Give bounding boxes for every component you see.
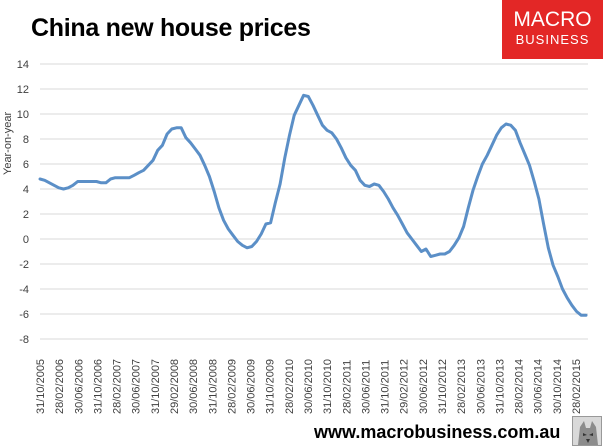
x-tick-label: 30/06/2008 (188, 359, 200, 414)
x-tick-label: 30/06/2009 (246, 359, 258, 414)
x-tick-label: 28/02/2013 (456, 359, 468, 414)
gridlines (40, 63, 588, 340)
x-tick-label: 28/02/2007 (112, 359, 124, 414)
x-tick-label: 29/02/2012 (399, 359, 411, 414)
x-tick-label: 31/10/2005 (35, 359, 47, 414)
x-tick-label: 28/02/2014 (514, 359, 526, 414)
y-tick-label: -2 (19, 259, 29, 271)
x-tick-label: 30/06/2013 (475, 359, 487, 414)
x-tick-label: 30/06/2010 (303, 359, 315, 414)
x-tick-label: 29/02/2008 (169, 359, 181, 414)
x-tick-label: 31/10/2011 (380, 360, 392, 414)
x-tick-label: 28/02/2006 (54, 359, 66, 414)
series-line (38, 93, 588, 317)
x-tick-label: 31/10/2010 (322, 359, 334, 414)
x-tick-label: 31/10/2013 (494, 359, 506, 414)
y-tick-label: 8 (23, 134, 29, 146)
x-tick-label: 30/06/2006 (73, 359, 85, 414)
x-tick-label: 30/06/2011 (360, 360, 372, 414)
y-tick-label: 4 (23, 184, 29, 196)
x-tick-label: 30/10/2014 (552, 359, 564, 414)
x-tick-label: 31/10/2006 (92, 359, 104, 414)
y-tick-label: 6 (23, 159, 29, 171)
x-tick-label: 28/02/2009 (226, 359, 238, 414)
x-tick-label: 31/10/2009 (265, 359, 277, 414)
x-tick-label: 31/10/2008 (207, 359, 219, 414)
macrobusiness-logo: MACRO BUSINESS (502, 0, 603, 59)
chart-title: China new house prices (31, 14, 311, 42)
x-tick-label: 28/02/2015 (571, 359, 583, 414)
x-tick-label: 31/10/2007 (150, 359, 162, 414)
y-tick-label: 2 (23, 209, 29, 221)
y-tick-label: 0 (23, 234, 29, 246)
x-tick-label: 30/06/2007 (131, 359, 143, 414)
x-tick-labels: 31/10/2005 28/02/2006 30/06/2006 31/10/2006… (35, 359, 583, 414)
x-tick-label: 30/06/2012 (418, 359, 430, 414)
x-tick-label: 28/02/2011 (341, 360, 353, 414)
x-tick-label: 30/06/2014 (533, 359, 545, 414)
logo-line-1: MACRO (513, 8, 592, 31)
logo-line-2: BUSINESS (515, 32, 590, 47)
x-tick-label: 28/02/2010 (284, 359, 296, 414)
y-tick-label: 10 (17, 109, 29, 121)
y-tick-label: -4 (19, 284, 29, 296)
wolf-logo-icon (572, 416, 602, 446)
y-tick-label: 12 (17, 84, 29, 96)
y-tick-label: -8 (19, 334, 29, 346)
y-tick-labels: 14 12 10 8 6 4 2 0 -2 -4 -6 -8 (17, 59, 29, 346)
x-tick-label: 31/10/2012 (437, 359, 449, 414)
y-tick-label: -6 (19, 309, 29, 321)
y-tick-label: 14 (17, 59, 29, 71)
footer-url: www.macrobusiness.com.au (314, 422, 561, 442)
